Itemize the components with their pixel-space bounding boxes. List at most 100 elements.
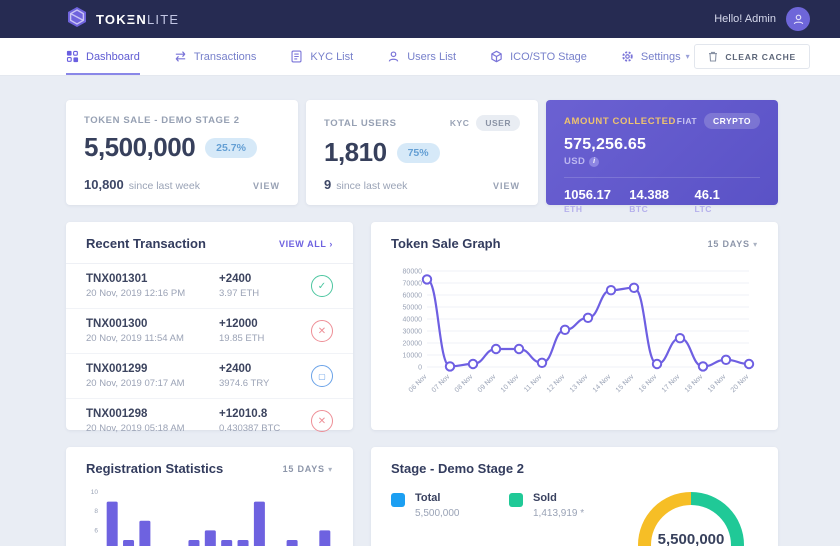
nav-item-transactions[interactable]: Transactions [174,38,256,75]
transaction-row[interactable]: TNX001301 20 Nov, 2019 12:16 PM +2400 3.… [66,264,353,309]
clear-cache-label: CLEAR CACHE [725,51,796,62]
nav-item-kyc-list[interactable]: KYC List [290,38,353,75]
total-users-stat-card: TOTAL USERS KYC USER 1,810 75% 9 since l… [306,100,538,205]
nav-item-dashboard[interactable]: Dashboard [66,38,140,75]
y-tick-label: 8 [94,508,98,515]
data-point[interactable] [674,333,686,344]
data-point[interactable] [628,282,640,293]
x-tick-label: 11 Nov [523,373,544,394]
nav-label: KYC List [310,50,354,63]
view-link[interactable]: VIEW [492,181,520,191]
data-point[interactable] [490,343,502,355]
x-tick-label: 19 Nov [707,373,728,394]
status-approved-icon[interactable]: ✓ [311,275,333,297]
kyc-toggle[interactable]: KYC [449,118,470,128]
data-point[interactable] [743,358,755,370]
transaction-row[interactable]: TNX001300 20 Nov, 2019 11:54 AM +12000 1… [66,309,353,354]
card-title: TOKEN SALE - DEMO STAGE 2 [84,115,240,126]
y-tick-label: 6 [94,527,98,534]
status-canceled-icon[interactable]: ✕ [311,410,333,432]
x-tick-label: 17 Nov [661,373,682,394]
user-avatar[interactable] [786,7,810,31]
crypto-amount-btc: 14.388 BTC [629,187,670,214]
transaction-row[interactable]: TNX001299 20 Nov, 2019 07:17 AM +2400 39… [66,354,353,399]
y-tick-label: 20000 [403,341,423,348]
card-title: Recent Transaction [86,236,206,251]
data-point[interactable] [651,358,663,370]
nav-label: ICO/STO Stage [510,50,587,63]
period-selector[interactable]: 15 DAYS ▾ [707,238,758,249]
transaction-amount: +2400 [219,273,252,285]
x-tick-label: 14 Nov [592,373,613,394]
x-tick-label: 10 Nov [500,373,521,394]
data-point[interactable] [697,361,709,372]
users-percent-badge: 75% [396,142,440,163]
legend-item-sold: Sold 1,413,919 * [509,492,627,537]
token-sale-percent-badge: 25.7% [205,137,257,158]
transaction-row[interactable]: TNX001298 20 Nov, 2019 05:18 AM +12010.8… [66,399,353,443]
stage-card: Stage - Demo Stage 2 Total 5,500,000 Sol… [371,447,778,546]
data-point[interactable] [421,274,433,285]
y-tick-label: 10000 [403,353,423,360]
bar[interactable] [204,530,216,546]
data-point[interactable] [582,312,594,323]
x-tick-label: 09 Nov [477,373,498,394]
document-list-icon [291,50,302,63]
card-title: Stage - Demo Stage 2 [391,461,524,476]
bar[interactable] [139,520,151,546]
bar[interactable] [237,540,249,546]
view-all-link[interactable]: VIEW ALL › [278,238,333,249]
bar[interactable] [286,540,298,546]
info-icon[interactable]: i [589,156,600,167]
crypto-toggle[interactable]: CRYPTO [704,113,760,129]
transaction-amount: +12010.8 [219,408,268,420]
data-point[interactable] [536,357,548,369]
nav-item-ico-sto-stage[interactable]: ICO/STO Stage [490,38,587,75]
view-link[interactable]: VIEW [252,181,280,191]
stage-donut-chart[interactable] [638,492,744,546]
status-canceled-icon[interactable]: ✕ [311,320,333,342]
token-sale-line-chart: 0 10000 20000 30000 40000 50000 60000 70000 8000… [403,269,755,394]
bar[interactable] [319,530,331,546]
x-tick-label: 08 Nov [454,373,475,394]
transaction-id: TNX001299 [86,363,148,375]
data-point[interactable] [513,343,525,355]
delta-caption: since last week [128,180,200,192]
transaction-id: TNX001301 [86,273,148,285]
y-tick-label: 60000 [403,293,423,300]
user-toggle[interactable]: USER [476,115,520,131]
chevron-right-icon: › [329,238,333,249]
data-point[interactable] [444,361,456,372]
clear-cache-button[interactable]: CLEAR CACHE [694,44,810,69]
brand-logo[interactable]: TOKΞNLITE [66,6,179,33]
donut-center-label: 5,500,000 TLE [657,530,725,546]
x-tick-label: 15 Nov [615,373,636,394]
registration-bar-chart: 1086420 [91,489,331,546]
status-pending-icon[interactable]: ▢ [311,365,333,387]
x-tick-label: 07 Nov [431,373,452,394]
nav-item-users-list[interactable]: Users List [387,38,456,75]
bar[interactable] [221,540,233,546]
cube-stage-icon [491,50,502,63]
data-point[interactable] [720,354,732,366]
nav-item-settings[interactable]: Settings ▾ [621,38,690,75]
period-selector[interactable]: 15 DAYS ▾ [282,463,333,474]
bar[interactable] [106,501,118,546]
crypto-amount-eth: 1056.17 ETH [564,187,611,214]
data-point[interactable] [467,358,479,370]
data-point[interactable] [559,324,571,336]
crypto-amount-ltc: 46.1 LTC [694,187,720,214]
transaction-converted: 3974.6 TRY [219,378,270,389]
y-tick-label: 30000 [403,329,423,336]
chevron-down-icon: ▾ [685,52,690,61]
nav-label: Settings [640,50,681,63]
legend-swatch-sold [509,493,523,507]
bar[interactable] [188,540,200,546]
fiat-toggle[interactable]: FIAT [676,116,698,126]
bar[interactable] [253,501,265,546]
x-tick-label: 20 Nov [730,373,751,394]
card-title: TOTAL USERS [324,117,397,129]
bar[interactable] [123,540,135,546]
top-bar: TOKΞNLITE Hello! Admin [0,0,840,38]
data-point[interactable] [605,285,617,296]
